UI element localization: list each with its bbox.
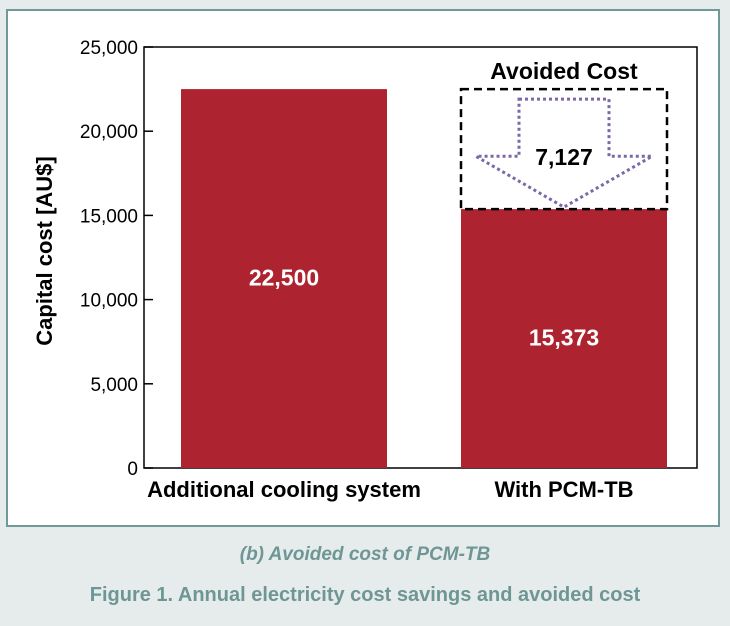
bar-value-label: 22,500 [249,265,319,291]
y-tick-label: 5,000 [90,375,138,396]
bars: 22,500 Additional cooling system 15,373 Wit… [147,89,667,502]
avoided-cost-annotation: Avoided Cost 7,127 [459,58,669,211]
axes: 0 5,000 10,000 15,000 20,000 25,000 [80,38,698,480]
chart-panel: 0 5,000 10,000 15,000 20,000 25,000 22,500 Add… [6,9,720,527]
plot-frame [143,46,698,469]
y-axis-label: Capital cost [AU$] [32,156,57,345]
y-tick-label: 0 [127,459,138,480]
x-tick-label: With PCM-TB [494,477,633,502]
bar [461,209,667,468]
bar [181,89,387,468]
figure-title: Figure 1. Annual electricity cost saving… [89,584,641,606]
bar-value-label: 15,373 [529,325,599,351]
x-tick-label: Additional cooling system [147,477,421,502]
subcaption: (b) Avoided cost of PCM-TB [239,544,491,565]
down-arrow-icon [470,97,658,209]
bar-chart: 0 5,000 10,000 15,000 20,000 25,000 22,500 Add… [32,38,698,502]
y-tick-label: 20,000 [80,122,138,143]
y-tick-label: 25,000 [80,38,138,59]
avoided-cost-value: 7,127 [535,144,593,170]
avoided-cost-title: Avoided Cost [490,58,638,84]
y-tick-label: 10,000 [80,291,138,312]
avoided-cost-box [459,87,669,211]
y-tick-label: 15,000 [80,206,138,227]
